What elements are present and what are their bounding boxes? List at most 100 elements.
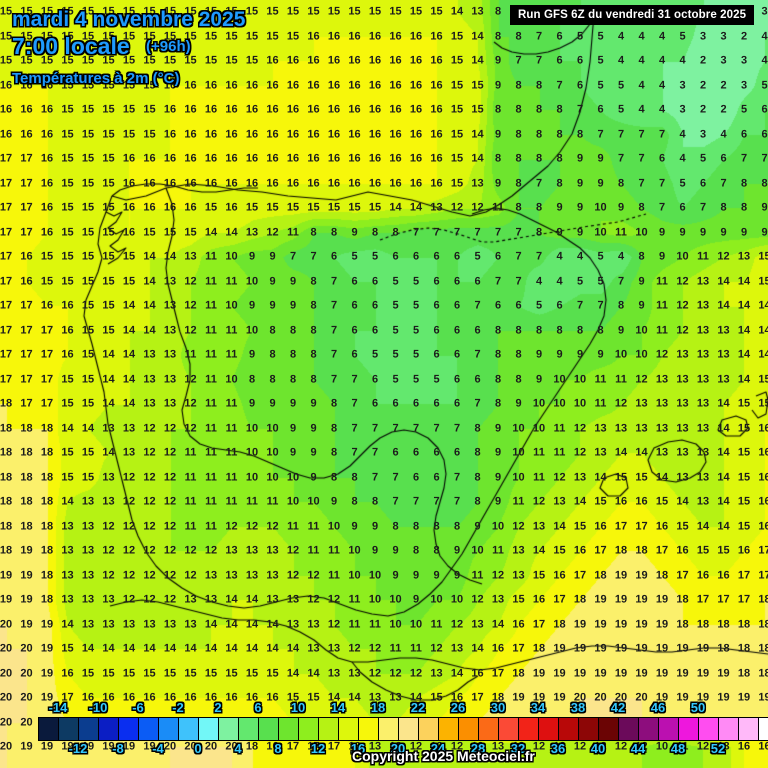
grid-temperature-value: 12 xyxy=(163,569,177,581)
grid-temperature-value: 20 xyxy=(0,716,13,728)
grid-temperature-value: 15 xyxy=(163,5,177,18)
grid-temperature-value: 18 xyxy=(655,569,669,581)
grid-temperature-value: 10 xyxy=(225,373,238,385)
grid-temperature-value: 7 xyxy=(433,495,440,508)
grid-temperature-value: 13 xyxy=(512,569,525,581)
grid-temperature-value: 16 xyxy=(225,201,238,214)
grid-temperature-value: 16 xyxy=(430,177,443,189)
grid-temperature-value: 14 xyxy=(594,471,607,483)
grid-temperature-value: 16 xyxy=(614,495,628,508)
grid-temperature-value: 15 xyxy=(450,54,464,67)
grid-temperature-value: 11 xyxy=(389,642,402,655)
grid-temperature-value: 8 xyxy=(535,152,543,165)
grid-temperature-value: 13 xyxy=(81,495,95,508)
grid-temperature-value: 6 xyxy=(556,30,563,42)
legend-swatch xyxy=(119,718,139,740)
grid-temperature-value: 18 xyxy=(512,667,525,679)
grid-temperature-value: 18 xyxy=(758,618,768,630)
grid-temperature-value: 5 xyxy=(412,348,420,361)
grid-temperature-value: 11 xyxy=(205,348,217,361)
grid-temperature-value: 13 xyxy=(717,324,730,336)
grid-temperature-value: 11 xyxy=(205,446,217,459)
grid-temperature-value: 16 xyxy=(61,324,74,336)
grid-temperature-value: 16 xyxy=(20,128,33,140)
grid-temperature-value: 17 xyxy=(307,740,320,753)
grid-temperature-value: 16 xyxy=(286,128,300,140)
grid-temperature-value: 6 xyxy=(371,397,379,410)
grid-temperature-value: 15 xyxy=(450,128,464,140)
legend-tick-label: 8 xyxy=(274,741,282,756)
grid-temperature-value: 19 xyxy=(81,740,95,753)
grid-temperature-value: 16 xyxy=(266,691,279,704)
grid-temperature-value: 15 xyxy=(450,152,464,165)
grid-temperature-value: 15 xyxy=(102,177,115,189)
grid-temperature-value: 17 xyxy=(0,275,13,287)
grid-temperature-value: 16 xyxy=(122,691,136,704)
grid-temperature-value: 19 xyxy=(573,618,587,630)
grid-temperature-value: 19 xyxy=(20,618,33,630)
grid-temperature-value: 18 xyxy=(594,569,607,581)
grid-temperature-value: 14 xyxy=(471,54,484,67)
grid-temperature-value: 19 xyxy=(655,691,669,704)
grid-temperature-value: 9 xyxy=(576,201,584,214)
grid-temperature-value: 10 xyxy=(409,618,423,630)
grid-temperature-value: 9 xyxy=(494,495,502,508)
grid-temperature-value: 15 xyxy=(368,5,382,18)
grid-temperature-value: 6 xyxy=(474,275,481,287)
grid-temperature-value: 14 xyxy=(143,250,156,263)
grid-temperature-value: 4 xyxy=(658,30,666,42)
grid-temperature-value: 16 xyxy=(491,642,505,655)
grid-temperature-value: 8 xyxy=(494,5,502,18)
grid-temperature-value: 13 xyxy=(368,740,382,753)
grid-temperature-value: 11 xyxy=(287,520,299,532)
grid-temperature-value: 7 xyxy=(658,177,666,189)
grid-temperature-value: 8 xyxy=(515,373,522,385)
grid-temperature-value: 6 xyxy=(761,103,768,116)
grid-temperature-value: 14 xyxy=(327,691,341,704)
grid-temperature-value: 9 xyxy=(351,520,358,532)
grid-temperature-value: 20 xyxy=(0,740,13,753)
legend-tick-label: 18 xyxy=(370,700,386,715)
grid-temperature-value: 7 xyxy=(351,373,358,385)
grid-temperature-value: 7 xyxy=(412,495,420,508)
grid-temperature-value: 12 xyxy=(143,593,156,606)
grid-temperature-value: 16 xyxy=(676,544,689,557)
grid-temperature-value: 5 xyxy=(412,299,420,312)
grid-temperature-value: 14 xyxy=(122,324,136,336)
grid-temperature-value: 12 xyxy=(184,373,197,385)
grid-temperature-value: 15 xyxy=(225,667,238,679)
grid-temperature-value: 6 xyxy=(494,250,502,263)
grid-temperature-value: 6 xyxy=(453,446,461,459)
grid-temperature-value: 16 xyxy=(573,544,587,557)
grid-temperature-value: 15 xyxy=(102,250,115,263)
legend-tick-label: 12 xyxy=(310,741,326,756)
grid-temperature-value: 15 xyxy=(286,30,300,42)
grid-temperature-value: 4 xyxy=(761,30,768,42)
grid-temperature-value: 19 xyxy=(758,691,768,704)
grid-temperature-value: 13 xyxy=(737,250,751,263)
grid-temperature-value: 15 xyxy=(81,250,95,263)
grid-temperature-value: 9 xyxy=(310,422,317,434)
grid-temperature-value: 18 xyxy=(0,520,13,532)
legend-tick-label: 26 xyxy=(450,700,466,715)
grid-temperature-value: 11 xyxy=(205,250,217,263)
grid-temperature-value: 12 xyxy=(430,740,443,753)
grid-temperature-value: 12 xyxy=(184,422,197,434)
grid-temperature-value: 16 xyxy=(737,740,751,753)
grid-temperature-value: 9 xyxy=(761,226,768,238)
grid-temperature-value: 14 xyxy=(286,642,300,655)
grid-temperature-value: 14 xyxy=(163,250,177,263)
legend-swatch xyxy=(639,718,659,740)
legend-tick-label: 14 xyxy=(330,700,346,715)
grid-temperature-value: 12 xyxy=(635,373,648,385)
grid-temperature-value: 17 xyxy=(0,324,13,336)
grid-temperature-value: 6 xyxy=(515,299,522,312)
grid-temperature-value: 12 xyxy=(594,740,607,753)
grid-temperature-value: 17 xyxy=(20,348,33,361)
grid-temperature-value: 14 xyxy=(102,373,115,385)
grid-temperature-value: 12 xyxy=(143,569,156,581)
grid-temperature-value: 12 xyxy=(676,324,689,336)
grid-temperature-value: 12 xyxy=(184,299,197,312)
grid-temperature-value: 19 xyxy=(655,593,669,606)
